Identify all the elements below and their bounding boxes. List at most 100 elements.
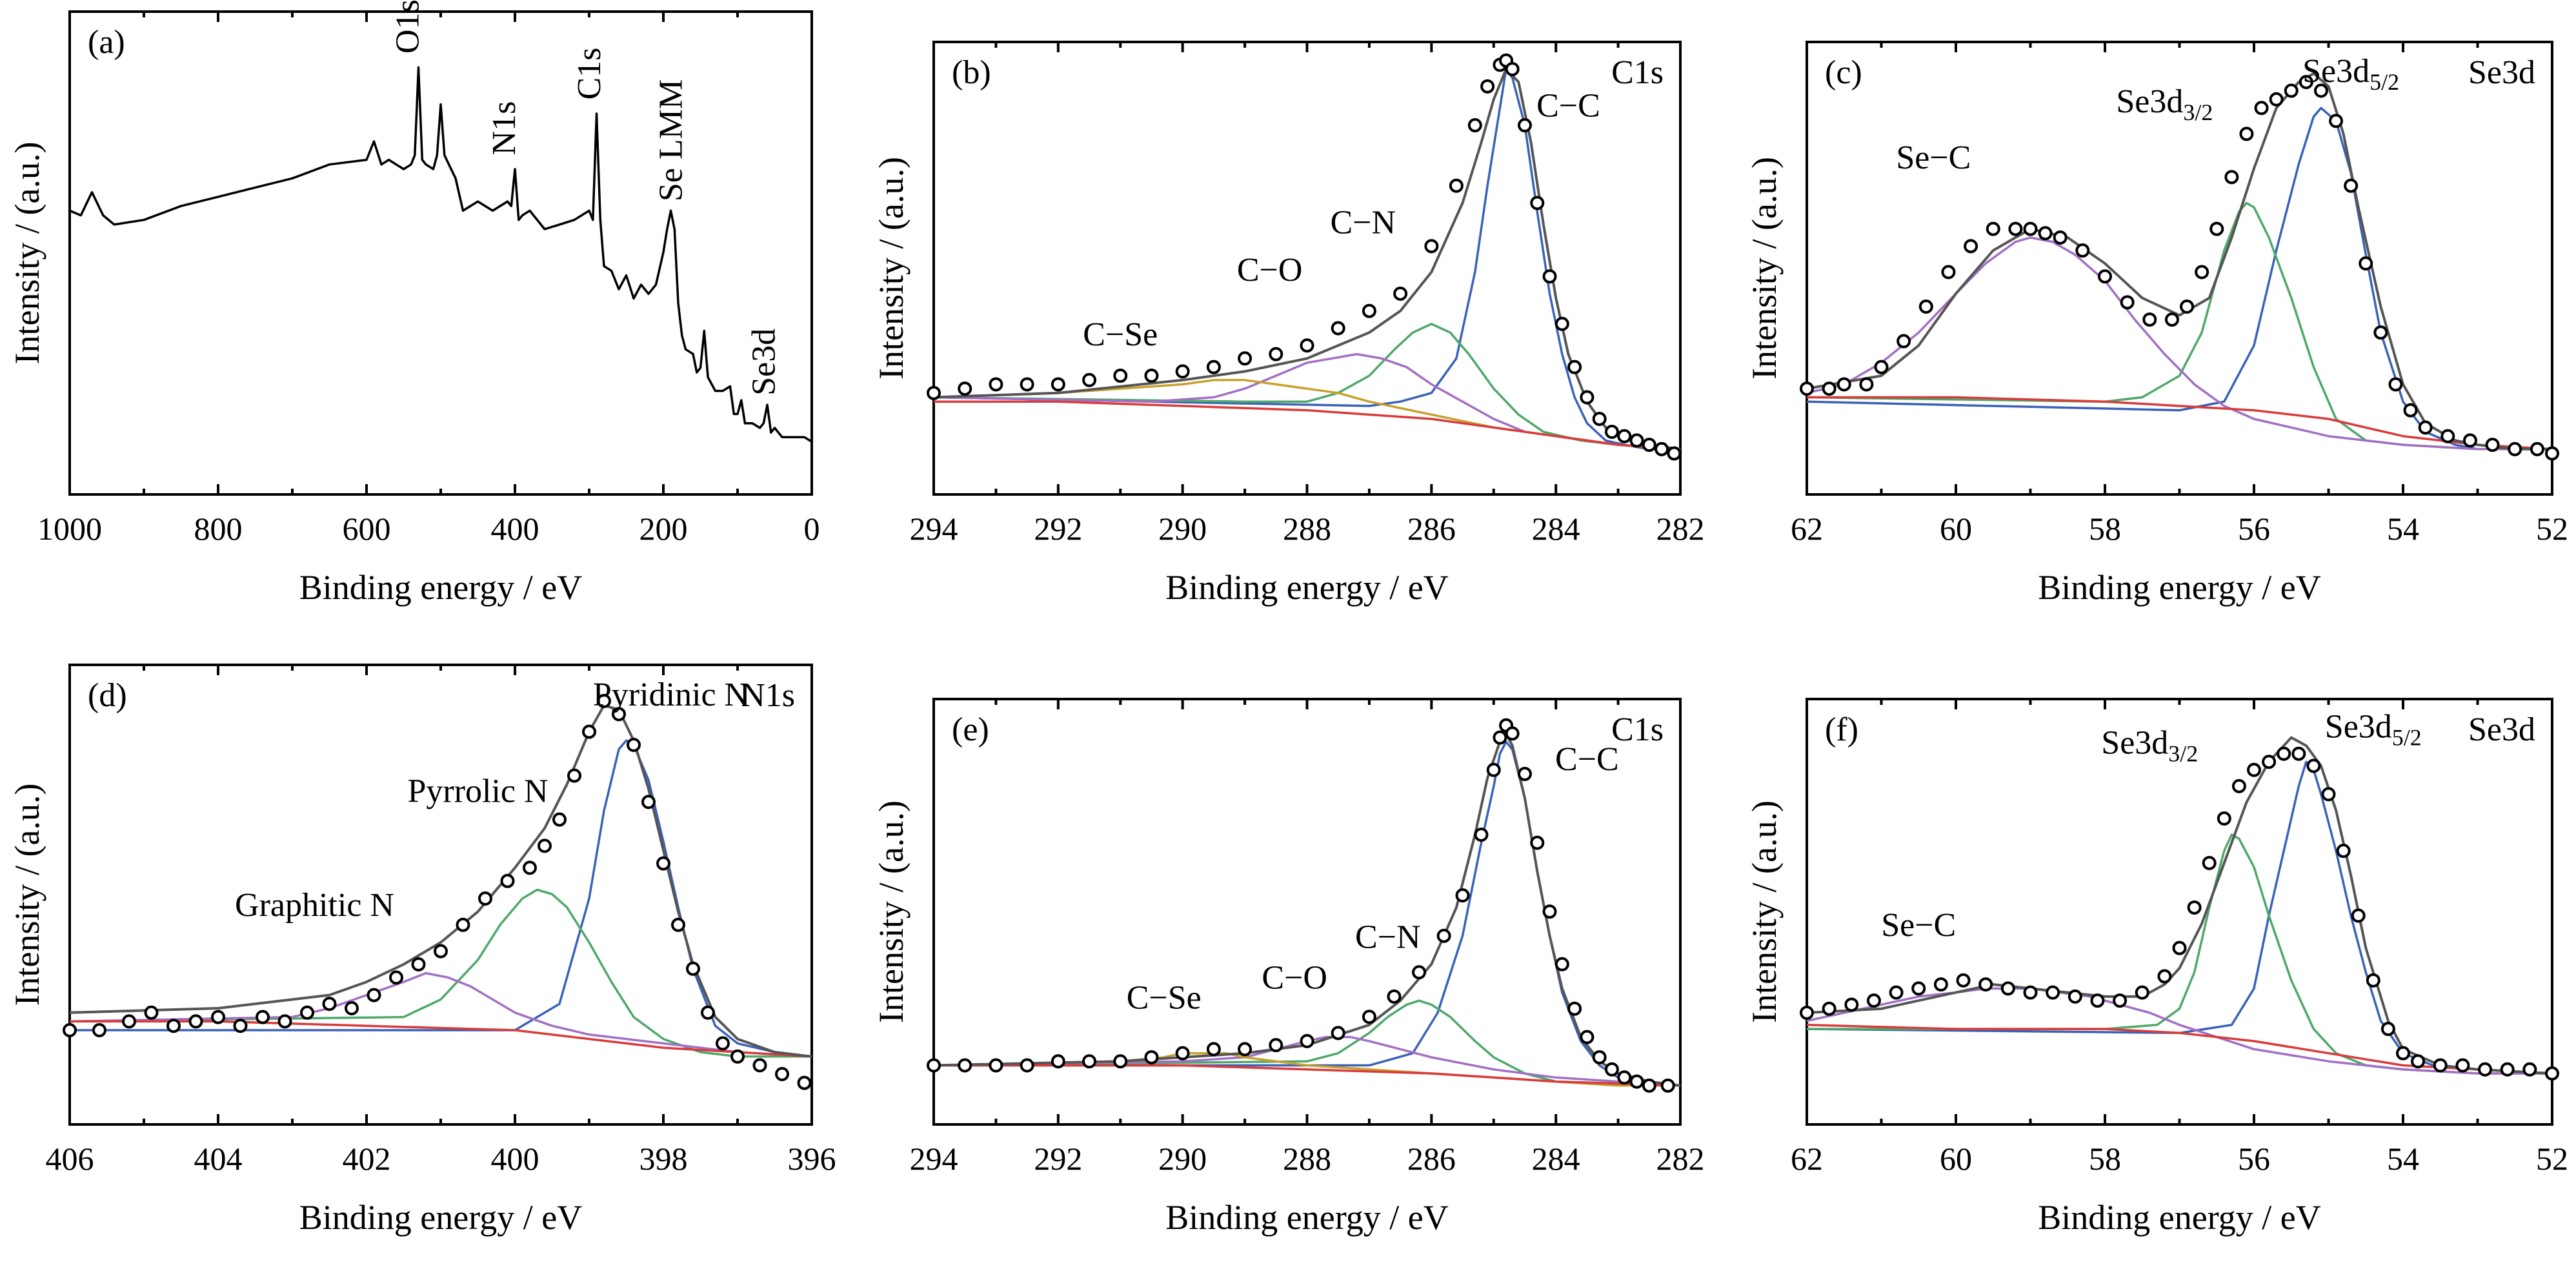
y-axis-label: Intensity / (a.u.) [872,800,911,1023]
series-background-line [934,400,1681,451]
data-point [1144,1050,1159,1064]
data-point [1592,1050,1607,1064]
data-point [1629,433,1644,448]
x-tick-label: 54 [2387,1141,2419,1177]
series-fit-line [933,732,1681,1087]
data-point [567,768,581,783]
panel-c: 62 60 58 56 54 52 Binding energy / eV Intensity… [1745,41,2568,607]
data-point [2411,1054,2426,1069]
panel-title: Se3d [2468,54,2535,91]
x-tick-label: 286 [1407,1141,1456,1177]
data-point [2306,758,2321,773]
data-point [2433,1058,2448,1073]
annotation-label: C−Se [1127,980,1202,1017]
data-point [2164,312,2179,327]
data-point [671,917,685,932]
panel-e: 294 292 290 288 286 284 282 Binding energy / eV… [872,698,1705,1237]
x-tick-label: 294 [910,511,958,547]
x-tick-label: 406 [46,1141,94,1177]
data-point [2187,900,2202,915]
data-point [627,738,641,752]
data-point [1655,442,1669,456]
data-point [2545,446,2559,461]
data-point [478,891,492,906]
data-point [1051,1054,1065,1069]
data-point [2545,1066,2559,1081]
data-point [2344,178,2359,193]
data-point [2262,755,2277,769]
data-point [1517,767,1532,782]
data-point [2172,940,2187,955]
series-raw-points [927,53,1682,461]
annotation-label: C−O [1262,959,1327,996]
x-tick-label: 294 [910,1141,958,1177]
data-point [2217,811,2231,826]
data-point [1642,438,1656,452]
x-tick-label: 62 [1791,1141,1823,1177]
annotation-label: Se3d5/2 [2325,709,2422,751]
data-point [2254,101,2269,116]
data-point [1629,1074,1644,1089]
x-tick-label: 290 [1158,511,1207,547]
data-point [1480,79,1495,94]
data-point [2455,1058,2470,1073]
series-raw-points [927,718,1675,1093]
series-background-line [1806,1024,2553,1075]
x-tick-label: 62 [1791,511,1823,547]
data-point [2000,981,2015,996]
data-point [1836,377,1851,392]
data-point [2291,746,2306,761]
data-point [927,1058,941,1073]
data-point [2053,230,2068,245]
data-point [1555,957,1569,971]
series-fit-line [1806,72,2552,451]
x-tick-label: 282 [1656,511,1705,547]
data-point [1206,360,1221,374]
data-point [63,1023,77,1037]
data-point [2373,325,2388,340]
series-se3d3-2-line [1806,201,2552,451]
data-point [2329,114,2344,128]
data-point [1505,62,1520,77]
data-point [2380,1022,2395,1037]
data-point [1617,1070,1632,1085]
data-point [2530,442,2544,456]
series-c-n-line [933,999,1680,1087]
data-point [1175,1046,1190,1061]
data-point [2247,762,2261,777]
data-point [2075,243,2090,258]
annotation-label: C−N [1330,204,1396,241]
x-axis-label: Binding energy / eV [299,1198,582,1237]
panel-label: (a) [88,24,125,61]
x-tick-label: 0 [804,511,820,547]
data-point [1567,360,1582,374]
data-point [2046,985,2060,1000]
data-point [1362,1010,1376,1024]
data-point [612,707,626,722]
x-axis-label: Binding energy / eV [2038,568,2320,607]
y-axis-label: Intensity / (a.u.) [1745,800,1784,1023]
data-point [2038,226,2053,241]
data-point [1486,762,1501,777]
data-point [958,381,972,396]
data-point [2239,127,2254,141]
data-point [456,917,470,932]
data-point [1800,381,1814,396]
data-point [434,944,448,959]
annotation-label: N1s [486,101,523,156]
x-tick-label: 292 [1034,1141,1082,1177]
data-point [1918,300,1933,314]
y-axis-label: Intensity / (a.u.) [8,784,46,1006]
data-point [1986,221,2000,236]
data-point [1238,1042,1253,1057]
data-point [277,1014,292,1029]
panel-title: N1s [741,677,795,714]
data-point [2135,985,2149,1000]
data-point [1580,1030,1595,1044]
data-point [2388,377,2403,392]
data-point [2142,312,2157,327]
data-point [1331,321,1345,336]
data-point [1051,377,1065,392]
data-point [2299,75,2313,90]
